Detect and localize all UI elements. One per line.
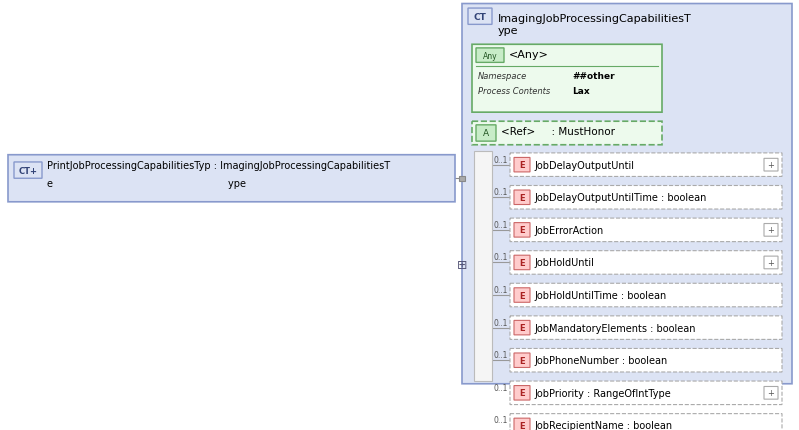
Text: 0..1: 0..1 [494, 318, 508, 327]
Text: E: E [519, 291, 525, 300]
Text: JobPhoneNumber : boolean: JobPhoneNumber : boolean [534, 355, 667, 366]
FancyBboxPatch shape [476, 126, 496, 142]
FancyBboxPatch shape [764, 387, 778, 399]
Text: ImagingJobProcessingCapabilitiesT
ype: ImagingJobProcessingCapabilitiesT ype [498, 15, 692, 36]
Bar [459, 176, 465, 181]
Text: E: E [519, 258, 525, 267]
Text: 0..1: 0..1 [494, 155, 508, 164]
FancyBboxPatch shape [764, 224, 778, 236]
FancyBboxPatch shape [514, 418, 530, 430]
Text: 0..1: 0..1 [494, 415, 508, 424]
Text: E: E [519, 194, 525, 202]
Text: <Any>: <Any> [509, 50, 549, 60]
FancyBboxPatch shape [510, 349, 782, 372]
FancyBboxPatch shape [764, 159, 778, 172]
FancyBboxPatch shape [468, 9, 492, 25]
FancyBboxPatch shape [510, 218, 782, 242]
Text: 0..1: 0..1 [494, 383, 508, 392]
Text: CT+: CT+ [18, 166, 38, 175]
FancyBboxPatch shape [514, 255, 530, 270]
FancyBboxPatch shape [514, 321, 530, 335]
FancyBboxPatch shape [514, 353, 530, 368]
FancyBboxPatch shape [510, 154, 782, 177]
Text: +: + [768, 258, 774, 267]
Text: +: + [768, 161, 774, 170]
Text: 0..1: 0..1 [494, 350, 508, 359]
Text: 0..1: 0..1 [494, 253, 508, 262]
Text: ⊞: ⊞ [457, 258, 467, 271]
Text: Any: Any [483, 52, 497, 61]
Text: e                                                        ype: e ype [47, 179, 246, 189]
Text: E: E [519, 421, 525, 430]
Text: 0..1: 0..1 [494, 188, 508, 197]
Text: JobPriority : RangeOfIntType: JobPriority : RangeOfIntType [534, 388, 670, 398]
FancyBboxPatch shape [510, 284, 782, 307]
Text: Process Contents: Process Contents [478, 87, 551, 96]
Text: Lax: Lax [572, 87, 590, 96]
Text: 0..1: 0..1 [494, 286, 508, 295]
FancyBboxPatch shape [764, 257, 778, 269]
Bar [474, 152, 492, 381]
Text: CT: CT [474, 12, 487, 22]
Text: A: A [483, 129, 489, 138]
Text: 0..1: 0..1 [494, 221, 508, 229]
Text: JobDelayOutputUntilTime : boolean: JobDelayOutputUntilTime : boolean [534, 193, 706, 203]
Text: PrintJobProcessingCapabilitiesTyp : ImagingJobProcessingCapabilitiesT: PrintJobProcessingCapabilitiesTyp : Imag… [47, 161, 390, 171]
Text: E: E [519, 388, 525, 397]
Text: ##other: ##other [572, 71, 614, 80]
FancyBboxPatch shape [510, 414, 782, 430]
Text: Namespace: Namespace [478, 71, 527, 80]
Text: JobDelayOutputUntil: JobDelayOutputUntil [534, 160, 634, 170]
FancyBboxPatch shape [510, 381, 782, 405]
Text: JobMandatoryElements : boolean: JobMandatoryElements : boolean [534, 323, 695, 333]
Text: E: E [519, 323, 525, 332]
FancyBboxPatch shape [510, 186, 782, 209]
Text: JobRecipientName : boolean: JobRecipientName : boolean [534, 421, 672, 430]
FancyBboxPatch shape [510, 316, 782, 340]
FancyBboxPatch shape [8, 155, 455, 203]
FancyBboxPatch shape [514, 190, 530, 205]
Text: +: + [768, 226, 774, 235]
FancyBboxPatch shape [472, 45, 662, 113]
Text: JobHoldUntil: JobHoldUntil [534, 258, 594, 268]
FancyBboxPatch shape [476, 49, 504, 63]
Text: JobErrorAction: JobErrorAction [534, 225, 603, 235]
FancyBboxPatch shape [514, 386, 530, 400]
FancyBboxPatch shape [472, 122, 662, 145]
FancyBboxPatch shape [514, 223, 530, 237]
Text: E: E [519, 161, 525, 170]
FancyBboxPatch shape [14, 163, 42, 179]
FancyBboxPatch shape [510, 251, 782, 275]
Text: E: E [519, 226, 525, 235]
Text: <Ref>     : MustHonor: <Ref> : MustHonor [501, 126, 615, 136]
FancyBboxPatch shape [462, 5, 792, 384]
FancyBboxPatch shape [514, 158, 530, 172]
FancyBboxPatch shape [514, 288, 530, 303]
Text: JobHoldUntilTime : boolean: JobHoldUntilTime : boolean [534, 290, 666, 300]
Text: +: + [768, 388, 774, 397]
Text: E: E [519, 356, 525, 365]
